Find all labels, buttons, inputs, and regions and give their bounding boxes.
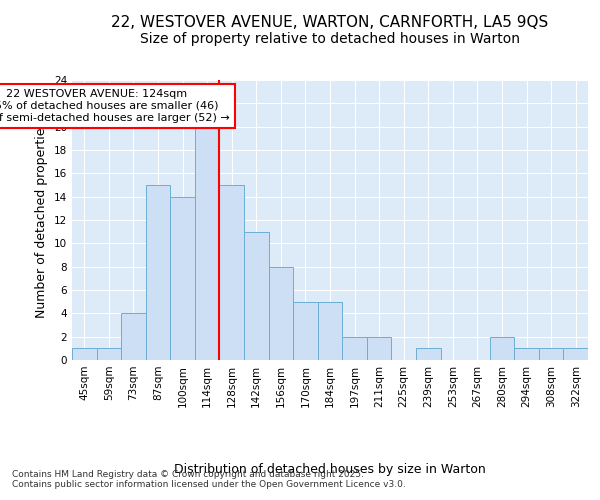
Bar (416, 348, 440, 360)
Y-axis label: Number of detached properties: Number of detached properties (35, 122, 49, 318)
Text: Contains HM Land Registry data © Crown copyright and database right 2025.
Contai: Contains HM Land Registry data © Crown c… (12, 470, 406, 490)
Text: Size of property relative to detached houses in Warton: Size of property relative to detached ho… (140, 32, 520, 46)
Bar (367, 336, 391, 360)
Text: 22, WESTOVER AVENUE, WARTON, CARNFORTH, LA5 9QS: 22, WESTOVER AVENUE, WARTON, CARNFORTH, … (112, 15, 548, 30)
Bar (269, 266, 293, 360)
Text: 22 WESTOVER AVENUE: 124sqm
← 45% of detached houses are smaller (46)
51% of semi: 22 WESTOVER AVENUE: 124sqm ← 45% of deta… (0, 90, 229, 122)
Bar (220, 185, 244, 360)
Bar (97, 348, 121, 360)
Bar (244, 232, 269, 360)
Bar (293, 302, 318, 360)
Bar (146, 185, 170, 360)
Bar (170, 196, 195, 360)
Bar (514, 348, 539, 360)
Bar (318, 302, 342, 360)
Bar (539, 348, 563, 360)
Bar (490, 336, 514, 360)
Bar (121, 314, 146, 360)
Bar (72, 348, 97, 360)
Bar (563, 348, 588, 360)
Bar (342, 336, 367, 360)
X-axis label: Distribution of detached houses by size in Warton: Distribution of detached houses by size … (174, 462, 486, 475)
Bar (195, 126, 220, 360)
